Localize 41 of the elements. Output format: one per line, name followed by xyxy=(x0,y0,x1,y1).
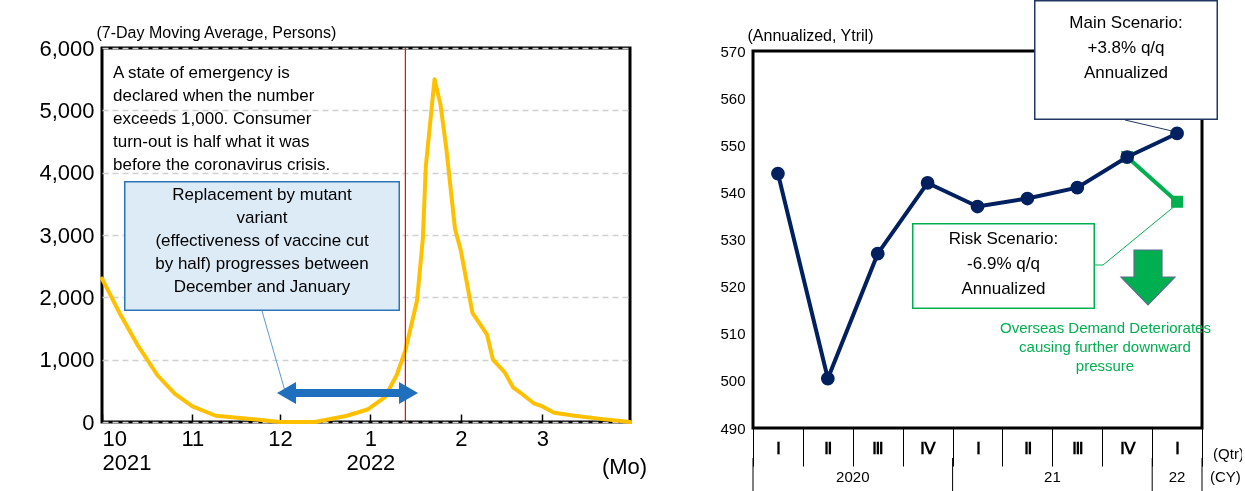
y-tick-label: 3,000 xyxy=(39,222,95,248)
y-tick-label: 4,000 xyxy=(39,160,95,186)
y-tick-label: 490 xyxy=(720,419,746,437)
annotation: A state of emergency is declared when the number exceeds 1,000. Consumer turn-out is half what it was before the coronavirus crisis. xyxy=(113,62,331,176)
x-tick-label: Ⅱ xyxy=(824,438,833,458)
y-tick-label: 0 xyxy=(82,409,95,435)
y-axis-title: (7-Day Moving Average, Persons) xyxy=(96,23,337,41)
y-tick-label: 500 xyxy=(720,372,746,390)
y-tick-label: 6,000 xyxy=(39,35,95,61)
x-tick-label: Ⅳ xyxy=(920,438,938,458)
y-tick-label: 1,000 xyxy=(39,347,95,373)
x-tick-label: Ⅰ xyxy=(975,438,981,458)
annotation: Risk Scenario: -6.9% q/q Annualized xyxy=(912,223,1095,309)
x-tick-label: 10 2021 xyxy=(102,425,152,475)
y-tick-label: 510 xyxy=(720,325,746,343)
x-axis-title: (Mo) xyxy=(601,453,648,479)
x-tick-label: Ⅰ xyxy=(775,438,781,458)
x-tick-label: 3 xyxy=(536,425,550,451)
y-axis-title: (Annualized, Ytril) xyxy=(747,26,874,44)
y-tick-label: 2,000 xyxy=(39,284,95,310)
text: 2020 xyxy=(835,467,871,486)
y-tick-label: 550 xyxy=(720,136,746,154)
x-tick-label: 2 xyxy=(455,425,468,451)
annotation: Replacement by mutant variant (effectiveness of vaccine cut by half) progresses between December and January xyxy=(124,181,400,311)
y-tick-label: 530 xyxy=(720,231,746,248)
text: (CY) xyxy=(1210,467,1241,486)
y-tick-label: 570 xyxy=(720,42,746,60)
text: 22 xyxy=(1167,467,1187,486)
text: 21 xyxy=(1043,467,1062,486)
x-tick-label: Ⅲ xyxy=(872,438,885,458)
y-tick-label: 540 xyxy=(720,183,746,201)
y-tick-label: 5,000 xyxy=(39,97,95,123)
x-tick-label: Ⅰ xyxy=(1175,438,1181,458)
x-tick-label: 11 xyxy=(181,425,205,451)
y-tick-label: 560 xyxy=(720,89,746,107)
x-tick-label: 1 2022 xyxy=(346,425,396,475)
x-tick-label: Ⅲ xyxy=(1071,438,1084,458)
x-tick-label: Ⅱ xyxy=(1023,438,1032,458)
y-tick-label: 520 xyxy=(720,278,746,296)
x-tick-label: 12 xyxy=(268,425,293,451)
x-tick-label: Ⅳ xyxy=(1119,438,1137,458)
